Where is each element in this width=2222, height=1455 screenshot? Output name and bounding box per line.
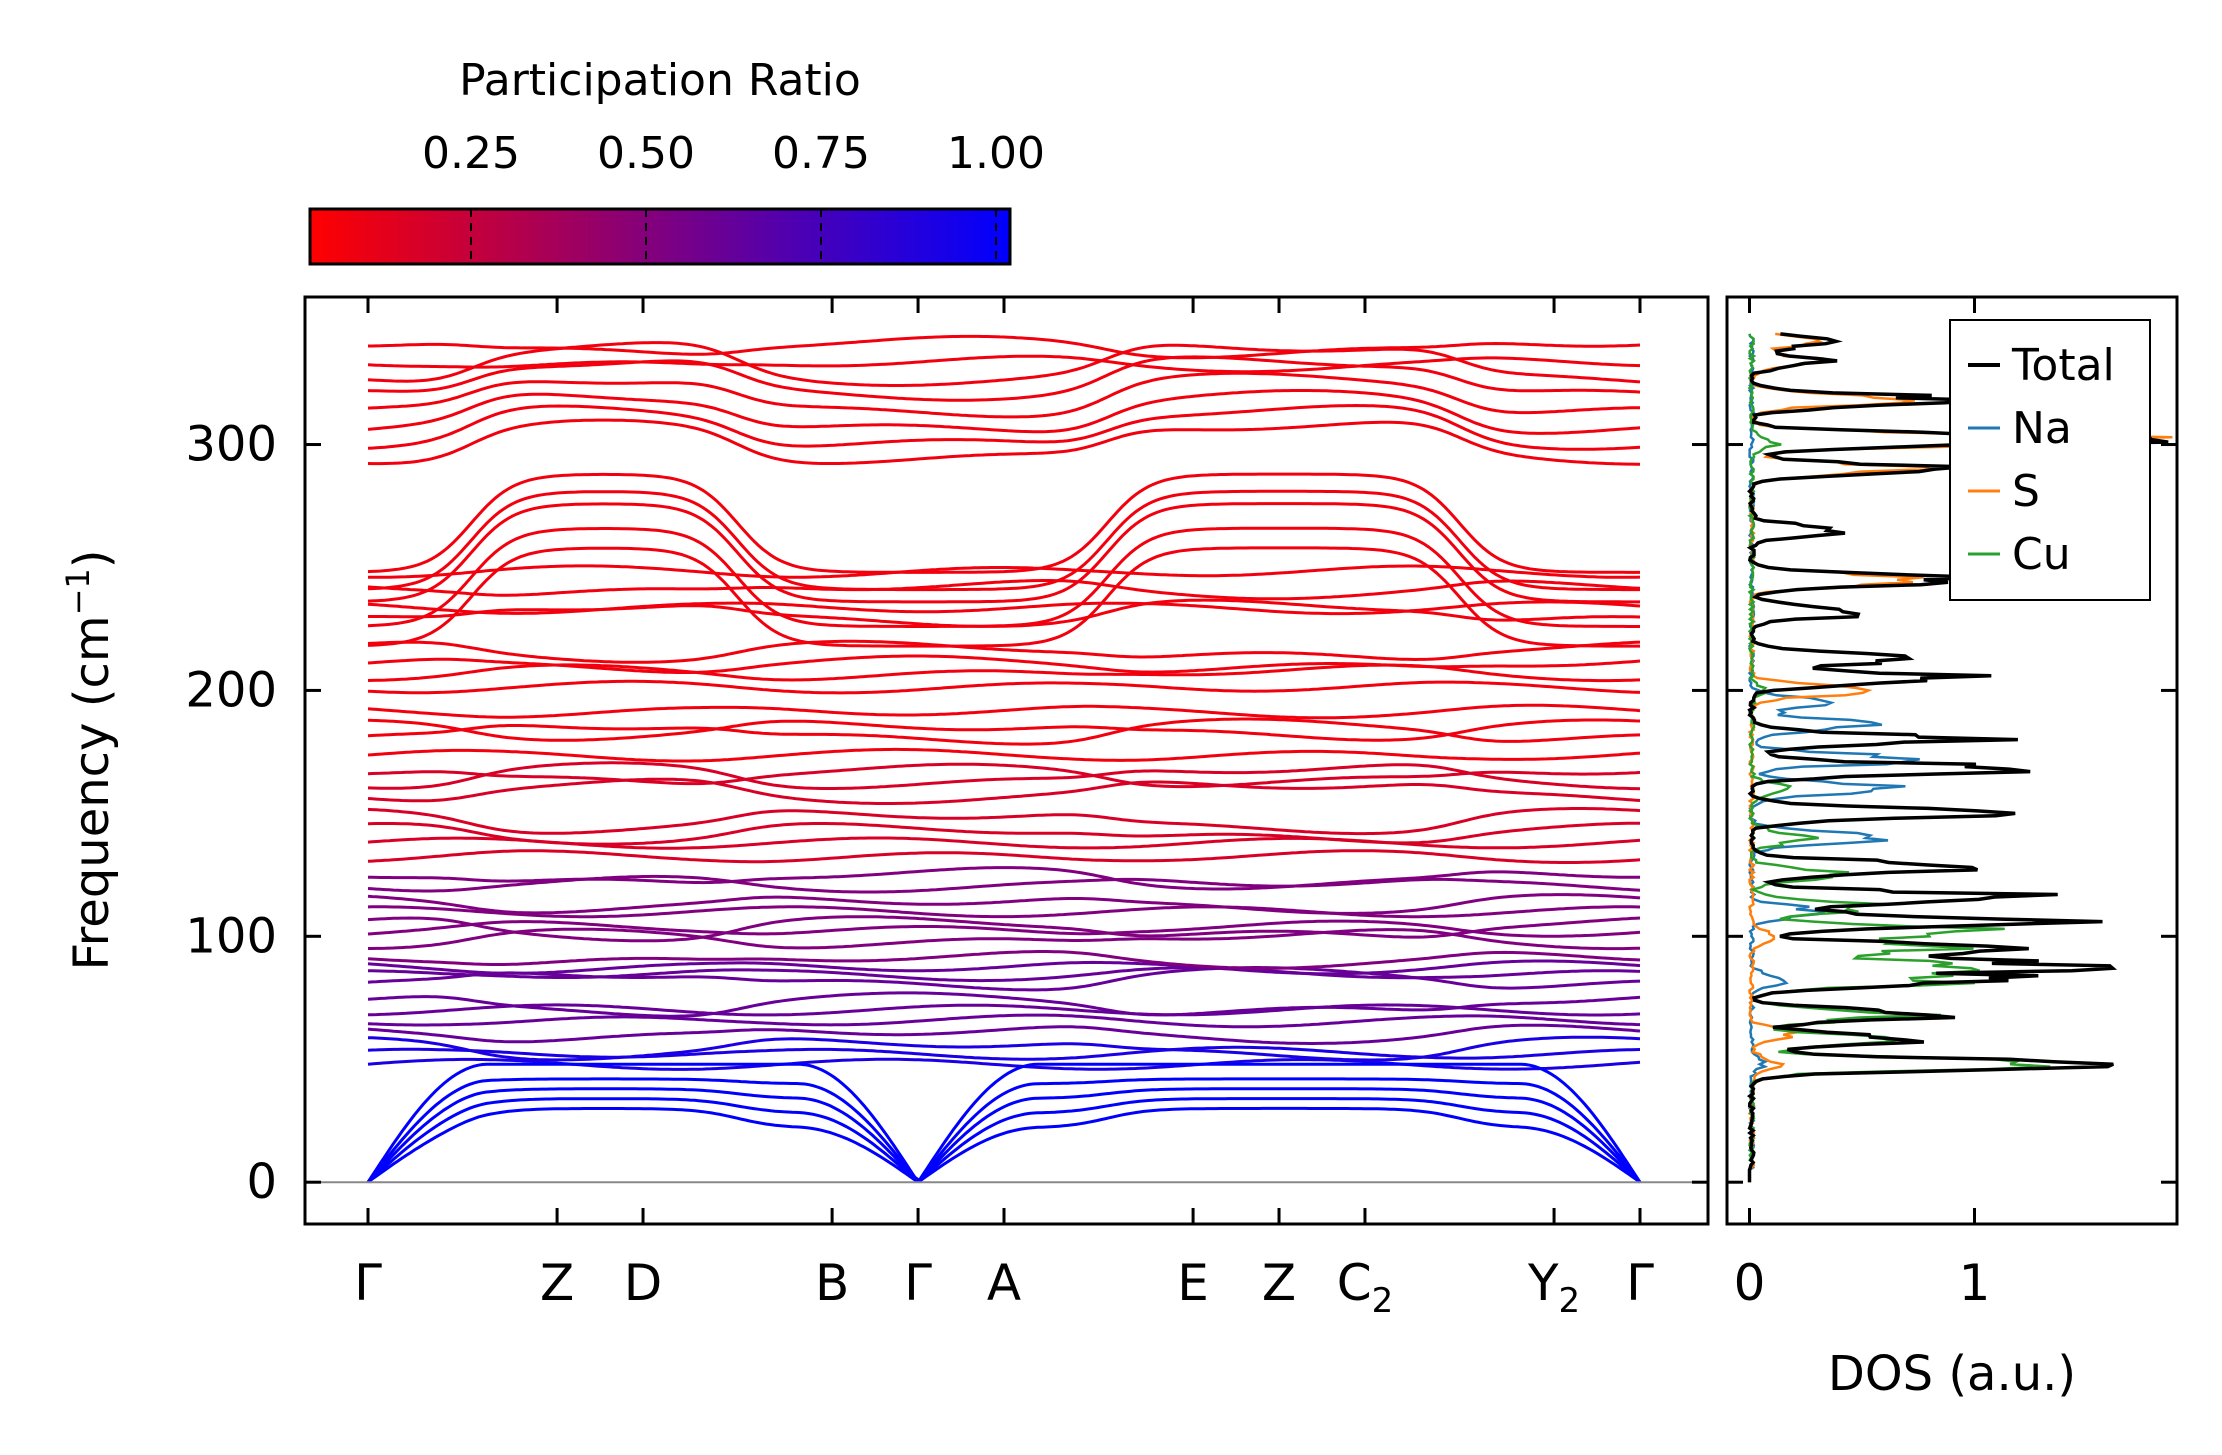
phonon-band — [367, 807, 1641, 836]
kpoint-label: Γ — [904, 1254, 932, 1312]
phonon-band — [368, 966, 1641, 983]
phonon-band — [367, 991, 1641, 1018]
dos-x-tick-label: 1 — [1959, 1254, 1991, 1312]
phonon-band — [367, 717, 1641, 746]
kpoint-label: Z — [540, 1254, 574, 1312]
band-structure-lines — [366, 334, 1642, 1184]
kpoint-label: A — [987, 1254, 1021, 1312]
phonon-band — [367, 546, 1640, 648]
kpoint-label: C2 — [1337, 1254, 1394, 1321]
phonon-band — [367, 403, 1641, 451]
phonon-band — [367, 718, 1641, 742]
phonon-band — [367, 341, 1641, 387]
colorbar-tick-labels: 0.25 0.50 0.75 1.00 — [422, 128, 1045, 179]
colorbar-tick-label: 1.00 — [947, 128, 1045, 179]
dos-line-cu — [1747, 333, 2051, 1183]
phonon-band — [367, 418, 1640, 466]
colorbar-title: Participation Ratio — [459, 55, 861, 106]
y-tick-label: 100 — [185, 908, 277, 964]
kpoint-label: B — [815, 1254, 849, 1312]
phonon-band — [367, 472, 1640, 574]
phonon-band — [367, 579, 1641, 601]
phonon-band — [367, 354, 1641, 374]
phonon-band — [367, 703, 1641, 720]
phonon-band — [367, 777, 1641, 805]
phonon-band — [368, 334, 1641, 360]
phonon-band — [367, 762, 1641, 789]
phonon-band — [367, 1023, 1641, 1045]
phonon-band — [368, 927, 1641, 951]
dos-lines — [1746, 332, 2173, 1183]
phonon-band — [367, 761, 1641, 791]
dos-line-total — [1746, 332, 2169, 1183]
phonon-band — [367, 893, 1641, 915]
dos-x-axis-label: DOS (a.u.) — [1828, 1346, 2076, 1402]
dos-x-tick-label: 0 — [1734, 1254, 1766, 1312]
colorbar — [308, 207, 1012, 266]
dos-legend: Total Na S Cu — [1949, 319, 2151, 601]
legend-label: S — [2012, 466, 2040, 517]
kpoint-label: Γ — [1626, 1254, 1654, 1312]
phonon-band — [367, 1013, 1641, 1029]
y-tick-label: 0 — [246, 1154, 277, 1210]
phonon-band — [367, 747, 1641, 763]
phonon-band — [367, 915, 1641, 943]
phonon-band — [367, 600, 1641, 616]
kpoint-label: Z — [1262, 1254, 1296, 1312]
acoustic-band — [366, 1062, 1642, 1184]
acoustic-band — [367, 1106, 1641, 1184]
phonon-band — [367, 849, 1641, 864]
colorbar-tick-label: 0.75 — [772, 128, 870, 179]
phonon-band — [367, 489, 1640, 592]
acoustic-band — [366, 1097, 1642, 1184]
legend-label: Cu — [2012, 529, 2071, 580]
phonon-band — [367, 639, 1641, 664]
phonon-band — [367, 371, 1641, 419]
phonon-band — [367, 526, 1640, 628]
phonon-band — [367, 950, 1641, 970]
phonon-band — [367, 679, 1641, 695]
phonon-band — [367, 502, 1640, 604]
band-plot-frame — [303, 295, 1710, 1226]
phonon-band — [367, 654, 1641, 674]
phonon-band — [367, 959, 1641, 976]
phonon-band — [367, 389, 1641, 435]
kpoint-label: Y2 — [1527, 1254, 1580, 1321]
phonon-band — [367, 866, 1640, 891]
legend-label: Total — [2011, 340, 2115, 391]
phonon-band — [367, 905, 1641, 919]
colorbar-tick-label: 0.25 — [422, 128, 520, 179]
phonon-band — [367, 1035, 1641, 1062]
y-axis-label: Frequency (cm−1) — [59, 549, 120, 970]
kpoint-label: Γ — [354, 1254, 382, 1312]
dos-plot-frame — [1725, 295, 2179, 1226]
phonon-band — [367, 355, 1641, 402]
legend-label: Na — [2012, 403, 2072, 454]
colorbar-tick-label: 0.50 — [597, 128, 695, 179]
band-kpath-ticks: Γ Z D B Γ A E Z C2 Y2 Γ — [354, 297, 1654, 1321]
kpoint-label: E — [1177, 1254, 1209, 1312]
phonon-band — [367, 919, 1641, 938]
kpoint-label: D — [624, 1254, 663, 1312]
phonon-band — [367, 1003, 1641, 1017]
y-tick-label: 200 — [185, 662, 277, 718]
phonon-band — [367, 821, 1640, 846]
colorbar-ticks — [470, 209, 997, 264]
acoustic-band — [366, 1087, 1642, 1184]
band-y-axis-ticks: 0 100 200 300 — [185, 417, 1708, 1210]
y-tick-label: 300 — [185, 417, 277, 473]
acoustic-band — [366, 1077, 1642, 1184]
